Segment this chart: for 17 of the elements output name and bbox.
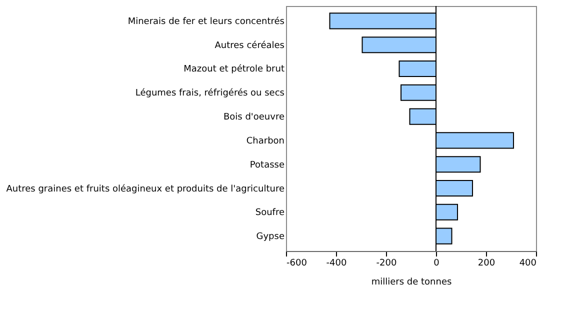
x-axis-title: milliers de tonnes — [371, 278, 452, 288]
x-tick-label: -200 — [376, 258, 397, 268]
y-tick-label: Légumes frais, réfrigérés ou secs — [135, 88, 285, 99]
x-tick-label: -400 — [326, 258, 347, 268]
y-tick-label: Bois d'oeuvre — [223, 112, 285, 123]
y-tick-label: Autres céréales — [214, 40, 285, 51]
x-tick-label: 200 — [478, 258, 496, 268]
x-tick-label: 400 — [519, 258, 537, 268]
y-tick-label: Gypse — [256, 232, 285, 242]
x-tick-label: 0 — [434, 258, 440, 268]
x-tick-label: -600 — [286, 258, 308, 268]
y-tick-label: Potasse — [250, 160, 285, 170]
y-tick-label: Charbon — [246, 136, 284, 146]
y-tick-label: Mazout et pétrole brut — [184, 64, 285, 75]
y-tick-label: Soufre — [255, 208, 285, 218]
y-tick-label: Autres graines et fruits oléagineux et produits de l'agriculture — [6, 183, 285, 194]
y-tick-label: Minerais de fer et leurs concentrés — [128, 16, 285, 27]
